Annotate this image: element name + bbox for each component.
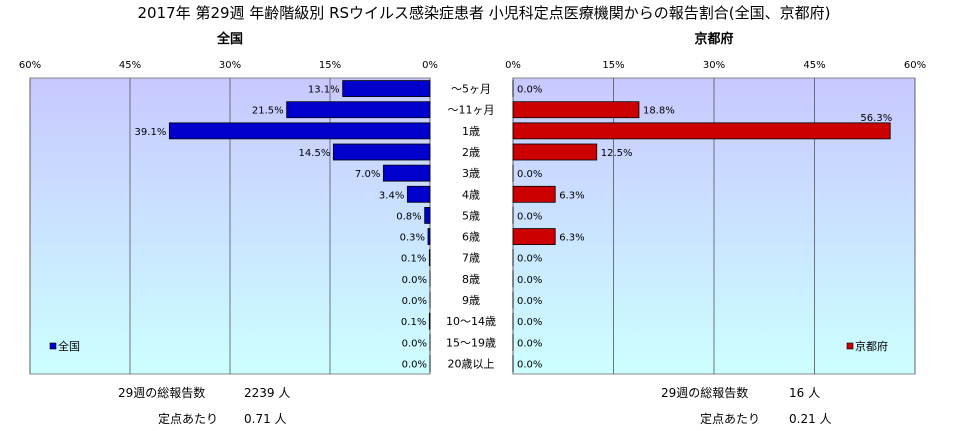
left-tick-label: 0% — [422, 60, 438, 71]
left-bar-label: 14.5% — [299, 148, 331, 159]
category-label: 20歳以上 — [448, 357, 495, 370]
left-bar-label: 3.4% — [379, 190, 404, 201]
right-bar-label: 0.0% — [517, 254, 542, 265]
right-bar — [512, 228, 556, 245]
left-bar-label: 0.0% — [402, 275, 427, 286]
right-per-value: 0.21 人 — [789, 412, 832, 426]
left-bar-label: 0.1% — [401, 317, 426, 328]
left-per-label: 定点あたり — [158, 412, 219, 426]
right-bar — [512, 185, 556, 203]
left-per-value: 0.71 人 — [244, 412, 287, 426]
left-legend-label: 全国 — [58, 339, 80, 353]
left-bar — [428, 312, 431, 330]
right-legend-swatch — [846, 342, 854, 350]
category-label: 5歳 — [462, 209, 480, 222]
category-label: ～5ヶ月 — [451, 83, 491, 96]
left-bar — [406, 185, 431, 203]
left-tick-label: 60% — [19, 60, 41, 71]
category-label: 8歳 — [462, 273, 480, 286]
category-label: ～11ヶ月 — [448, 104, 495, 117]
left-bar — [332, 143, 431, 161]
right-bar-label: 56.3% — [860, 113, 892, 124]
left-bar-label: 0.8% — [396, 211, 421, 222]
right-bar-label: 0.0% — [517, 211, 542, 222]
left-bar-label: 13.1% — [308, 85, 340, 96]
right-bar — [512, 101, 640, 119]
category-label: 9歳 — [462, 294, 480, 307]
left-bar — [168, 122, 431, 140]
left-bar-label: 21.5% — [252, 106, 284, 117]
right-tick-label: 15% — [602, 60, 624, 71]
right-bar-label: 0.0% — [517, 85, 542, 96]
right-bar-label: 0.0% — [517, 317, 542, 328]
right-tick-label: 45% — [803, 60, 825, 71]
left-panel-heading: 全国 — [216, 31, 243, 47]
right-bar-label: 18.8% — [643, 106, 675, 117]
category-label: 1歳 — [462, 125, 480, 138]
left-total-value: 2239 人 — [244, 386, 291, 400]
left-bar-label: 0.0% — [402, 359, 427, 370]
left-tick-label: 15% — [319, 60, 341, 71]
category-label: 3歳 — [462, 167, 480, 180]
right-tick-label: 60% — [904, 60, 926, 71]
right-legend-label: 京都府 — [855, 339, 888, 353]
left-bar-label: 0.0% — [402, 338, 427, 349]
right-bar-label: 6.3% — [559, 190, 584, 201]
right-bar-label: 12.5% — [601, 148, 633, 159]
category-label: 2歳 — [462, 146, 480, 159]
right-bar-label: 6.3% — [559, 233, 584, 244]
left-legend-swatch — [49, 342, 57, 350]
left-bar — [382, 164, 431, 182]
left-bar-label: 0.0% — [402, 296, 427, 307]
left-tick-label: 30% — [219, 60, 241, 71]
left-bar — [342, 80, 431, 97]
right-bar-label: 0.0% — [517, 338, 542, 349]
right-bar — [512, 122, 891, 140]
left-bar — [427, 228, 431, 245]
right-bar — [512, 143, 598, 161]
left-bar — [286, 101, 431, 119]
right-bar-label: 0.0% — [517, 169, 542, 180]
right-total-value: 16 人 — [789, 386, 821, 400]
category-label: 7歳 — [462, 252, 480, 265]
right-panel-heading: 京都府 — [694, 31, 733, 47]
category-label: 6歳 — [462, 231, 480, 244]
left-tick-label: 45% — [119, 60, 141, 71]
left-bar — [424, 207, 431, 224]
right-bar-label: 0.0% — [517, 359, 542, 370]
left-total-label: 29週の総報告数 — [118, 386, 206, 400]
left-bar — [428, 249, 431, 267]
left-bar-label: 0.3% — [400, 233, 425, 244]
category-label: 10～14歳 — [446, 315, 496, 328]
right-tick-label: 30% — [703, 60, 725, 71]
left-bar-label: 7.0% — [355, 169, 380, 180]
category-label: 4歳 — [462, 188, 480, 201]
category-label: 15～19歳 — [446, 336, 496, 349]
right-per-label: 定点あたり — [700, 412, 761, 426]
right-total-label: 29週の総報告数 — [661, 386, 749, 400]
chart-title: 2017年 第29週 年齢階級別 RSウイルス感染症患者 小児科定点医療機関から… — [137, 4, 831, 22]
right-bar-label: 0.0% — [517, 275, 542, 286]
left-bar-label: 39.1% — [135, 127, 167, 138]
left-bar-label: 0.1% — [401, 254, 426, 265]
right-tick-label: 0% — [505, 60, 521, 71]
right-bar-label: 0.0% — [517, 296, 542, 307]
